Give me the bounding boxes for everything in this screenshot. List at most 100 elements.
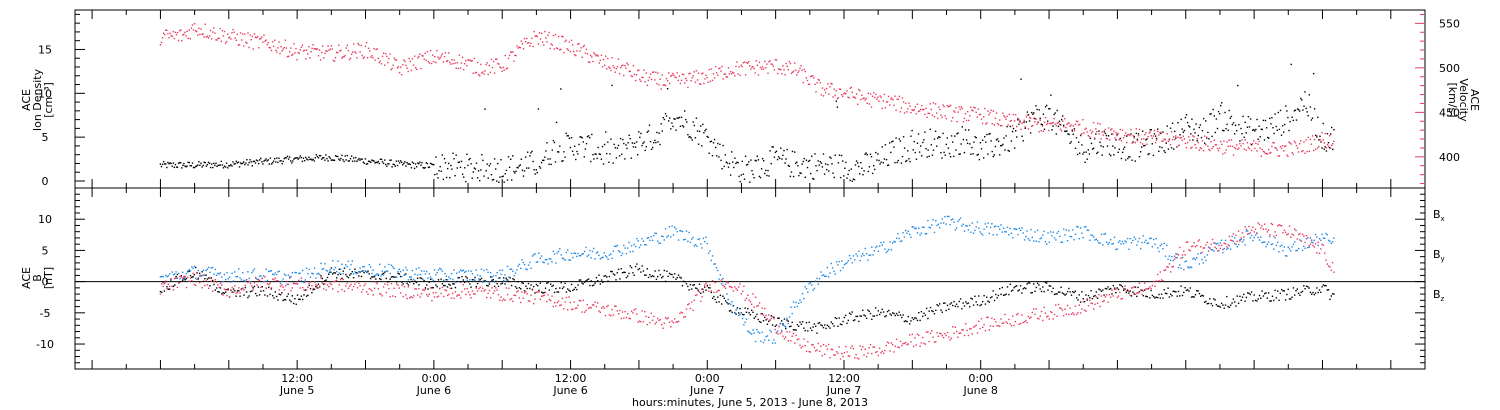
bz-series-point xyxy=(924,343,926,345)
density-point xyxy=(164,163,166,165)
bz-series-point xyxy=(551,295,553,297)
velocity-series-point xyxy=(949,104,952,107)
density-point xyxy=(499,176,501,178)
velocity-series-point xyxy=(1130,128,1132,131)
bx-series-point xyxy=(1190,296,1193,298)
bx-series-point xyxy=(234,290,236,292)
density-point xyxy=(657,141,659,143)
bz-series-point xyxy=(666,318,668,320)
by-series-point xyxy=(892,242,894,244)
bz-series-point xyxy=(188,280,190,282)
velocity-series-point xyxy=(929,103,931,105)
bx-series-point xyxy=(969,306,971,308)
by-series-point xyxy=(715,267,718,269)
by-series-point xyxy=(234,271,236,273)
by-series-point xyxy=(841,260,843,262)
density-point xyxy=(376,161,378,164)
velocity-series-point xyxy=(464,63,466,65)
density-point xyxy=(1283,131,1285,133)
velocity-series-point xyxy=(558,35,560,38)
bz-series-point xyxy=(491,287,493,289)
by-series-point xyxy=(470,270,472,272)
bx-series-point xyxy=(620,268,622,270)
velocity-series-point xyxy=(1259,147,1261,149)
bx-series-point xyxy=(1209,298,1211,300)
velocity-series-point xyxy=(1288,141,1290,143)
bx-series-point xyxy=(1197,290,1199,292)
bz-series-point xyxy=(251,285,253,287)
by-series-point xyxy=(993,226,996,228)
velocity-series-point xyxy=(1163,138,1165,140)
velocity-series-point xyxy=(619,67,622,69)
density-point xyxy=(537,108,540,110)
bx-series-point xyxy=(273,297,275,299)
density-point xyxy=(874,168,876,171)
bz-series-point xyxy=(281,284,283,286)
velocity-series-point xyxy=(1278,155,1281,157)
bx-series-point xyxy=(1303,285,1305,287)
density-point xyxy=(1004,149,1006,151)
bx-series-point xyxy=(641,265,643,267)
density-point xyxy=(551,149,553,151)
velocity-series-point xyxy=(374,59,376,61)
density-point xyxy=(863,170,865,172)
bz-series-point xyxy=(342,278,344,281)
by-series-point xyxy=(1021,227,1023,229)
by-series-point xyxy=(627,247,629,249)
density-point xyxy=(408,163,410,165)
density-point xyxy=(231,165,233,167)
velocity-series-point xyxy=(397,66,400,68)
bz-series-point xyxy=(1089,299,1091,302)
density-point xyxy=(1107,135,1110,137)
velocity-series-point xyxy=(843,93,845,95)
velocity-series-point xyxy=(294,52,296,54)
by-series-point xyxy=(426,270,428,273)
bx-series-point xyxy=(1223,307,1225,309)
density-point xyxy=(284,157,287,159)
velocity-series-point xyxy=(485,63,487,66)
by-series-point xyxy=(311,272,313,274)
by-series-point xyxy=(1170,259,1172,262)
by-series-point xyxy=(1333,237,1335,239)
velocity-series-point xyxy=(791,71,794,73)
velocity-series-point xyxy=(454,62,456,64)
bx-series-point xyxy=(775,324,778,326)
density-point xyxy=(950,135,953,137)
bx-series-point xyxy=(350,273,352,275)
density-point xyxy=(948,152,951,155)
by-series-point xyxy=(210,267,212,269)
bx-series-point xyxy=(1055,293,1057,295)
by-series-point xyxy=(949,224,951,226)
velocity-series-point xyxy=(1021,122,1023,125)
by-series-point xyxy=(526,268,528,271)
bx-series-point xyxy=(525,285,527,287)
velocity-series-point xyxy=(896,98,898,100)
bx-series-point xyxy=(662,275,664,278)
bx-series-point xyxy=(1076,297,1078,299)
bx-series-point xyxy=(289,299,291,301)
velocity-series-point xyxy=(987,110,989,112)
bz-series-point xyxy=(178,281,180,284)
velocity-series-point xyxy=(1292,153,1294,156)
bx-series-point xyxy=(877,310,879,312)
density-point xyxy=(781,158,783,160)
bz-series-point xyxy=(771,316,774,318)
by-series-point xyxy=(1012,237,1014,239)
density-point xyxy=(905,160,907,163)
by-series-point xyxy=(1125,241,1127,243)
bx-series-point xyxy=(520,288,522,290)
bx-series-point xyxy=(1269,300,1271,302)
velocity-series-point xyxy=(1110,129,1112,131)
bx-series-point xyxy=(358,275,360,277)
bx-series-point xyxy=(277,299,279,301)
density-point xyxy=(1020,78,1022,80)
by-series-point xyxy=(535,261,538,263)
velocity-series-point xyxy=(805,77,808,79)
bx-series-point xyxy=(663,269,665,272)
bx-series-point xyxy=(1173,290,1176,293)
velocity-series-point xyxy=(1216,147,1219,150)
density-point xyxy=(225,162,228,164)
bx-series-point xyxy=(675,278,677,280)
bz-series-point xyxy=(593,304,595,306)
density-point xyxy=(552,139,555,142)
